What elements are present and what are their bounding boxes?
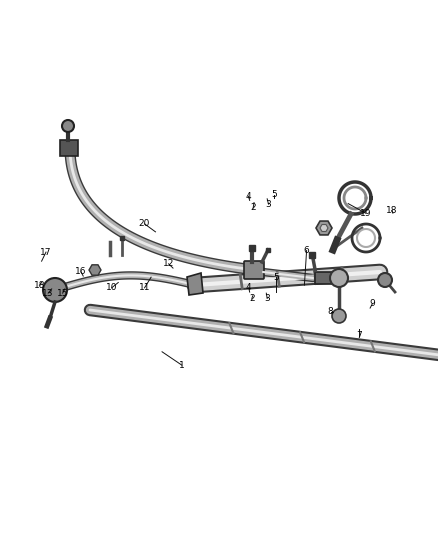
FancyBboxPatch shape	[244, 261, 264, 279]
Text: 4: 4	[246, 192, 251, 200]
Text: 18: 18	[386, 206, 398, 215]
Text: 7: 7	[356, 332, 362, 340]
Text: 9: 9	[369, 300, 375, 308]
Text: 15: 15	[57, 289, 68, 297]
Text: 6: 6	[304, 246, 310, 255]
Text: 12: 12	[163, 260, 174, 268]
Text: 8: 8	[328, 308, 334, 316]
Text: 3: 3	[264, 294, 270, 303]
Text: 10: 10	[106, 284, 117, 292]
Text: 17: 17	[40, 248, 52, 256]
Circle shape	[332, 309, 346, 323]
Text: 20: 20	[139, 220, 150, 228]
Text: 18: 18	[34, 281, 45, 289]
Polygon shape	[89, 265, 101, 275]
Text: 3: 3	[265, 200, 272, 208]
Polygon shape	[316, 221, 332, 235]
Text: 1: 1	[179, 361, 185, 369]
Text: 19: 19	[360, 209, 371, 217]
Circle shape	[43, 278, 67, 302]
Polygon shape	[60, 140, 78, 156]
Text: 5: 5	[271, 190, 277, 199]
Text: 13: 13	[42, 289, 54, 297]
Text: 4: 4	[246, 284, 251, 292]
Text: 11: 11	[139, 284, 150, 292]
Polygon shape	[315, 272, 333, 284]
Text: 2: 2	[249, 294, 254, 303]
Text: 2: 2	[251, 204, 256, 212]
Polygon shape	[187, 273, 203, 295]
Circle shape	[330, 269, 348, 287]
Text: 5: 5	[273, 273, 279, 281]
Circle shape	[378, 273, 392, 287]
Circle shape	[62, 120, 74, 132]
Polygon shape	[320, 224, 328, 231]
Text: 16: 16	[75, 268, 87, 276]
